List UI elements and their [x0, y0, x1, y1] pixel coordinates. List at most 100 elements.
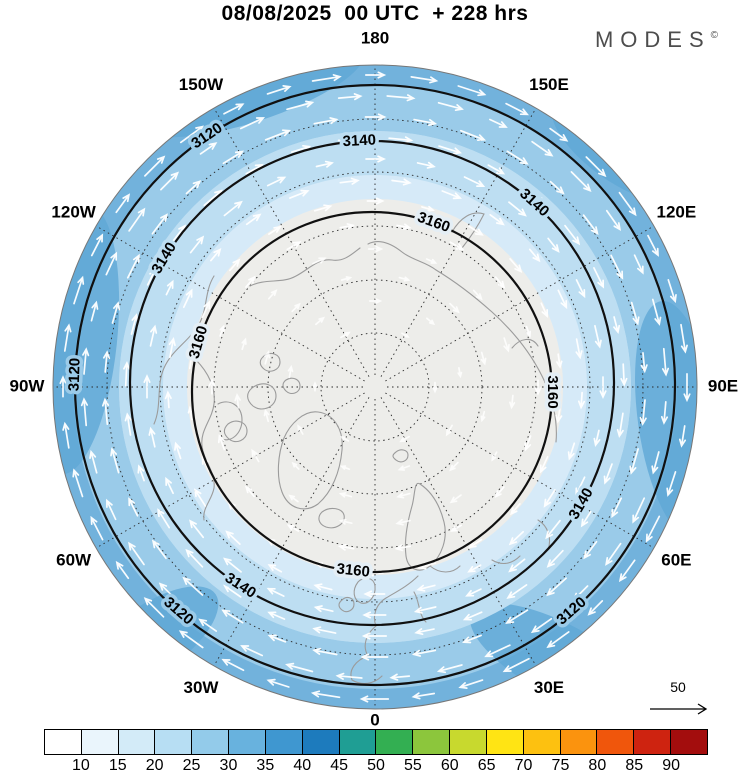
colorbar-cell [375, 730, 413, 754]
wind-arrow [605, 542, 622, 566]
wind-arrow [185, 180, 202, 195]
wind-arrow [395, 518, 411, 526]
wind-arrow [413, 606, 437, 614]
wind-arrow [438, 145, 463, 155]
longitude-label: 0 [370, 710, 379, 729]
modes-logo-text: MODES [594, 27, 711, 52]
wind-arrow [157, 508, 171, 529]
map-boundary [52, 64, 698, 710]
wind-arrow [63, 323, 72, 352]
wind-arrow [572, 585, 589, 602]
wind-arrow [426, 317, 436, 326]
colorbar-cell [228, 730, 265, 754]
colorbar-cell [596, 730, 634, 754]
wind-arrow [502, 657, 530, 673]
wind-arrow [137, 464, 145, 482]
wind-arrow [528, 248, 541, 263]
wind-arrow [264, 350, 271, 365]
colorbar-tick-label: 65 [477, 757, 496, 774]
colorbar-tick-label: 25 [182, 757, 201, 774]
wind-arrow [340, 331, 351, 339]
colorbar-tick-label: 50 [367, 757, 385, 774]
wind-arrow [645, 515, 661, 543]
wind-arrow [339, 223, 355, 230]
wind-arrow [494, 276, 506, 289]
wind-arrow [268, 225, 282, 235]
wind-arrow [534, 379, 542, 396]
wind-arrow [245, 213, 262, 226]
wind-arrow [89, 449, 98, 474]
wind-arrow [361, 632, 388, 640]
coastline [282, 377, 301, 395]
wind-arrow [364, 113, 387, 121]
wind-arrow [388, 136, 414, 144]
wind-arrow [396, 223, 412, 230]
wind-arrow [449, 241, 465, 251]
coastline [367, 241, 437, 271]
wind-arrow [165, 279, 174, 296]
wind-arrow [263, 408, 270, 423]
contour-label: 3160 [544, 375, 561, 408]
wind-arrow [210, 247, 222, 262]
longitude-label: 60E [661, 550, 691, 569]
wind-arrow [605, 209, 622, 232]
wind-arrow [110, 447, 120, 474]
wind-arrow [546, 549, 564, 568]
wind-arrow [201, 300, 211, 319]
wind-arrow [337, 543, 355, 551]
wind-arrow [678, 425, 687, 448]
coastline [353, 577, 376, 604]
wind-arrow [468, 538, 483, 549]
wind-arrow [411, 692, 436, 700]
wind-arrow [337, 93, 363, 101]
wind-arrow [267, 611, 286, 620]
wind-arrow [149, 324, 158, 347]
wind-arrow [130, 313, 139, 335]
contour-label: 3120 [66, 358, 84, 392]
wind-arrow [222, 150, 245, 165]
wind-arrow [556, 353, 563, 369]
wind-arrow [549, 127, 569, 142]
wind-arrow [680, 323, 688, 354]
wind-arrow [396, 492, 411, 499]
wind-arrow [148, 426, 156, 448]
wind-arrow [458, 679, 484, 689]
coastline [350, 625, 383, 685]
wind-arrow [555, 404, 563, 424]
wind-arrow [219, 324, 225, 337]
wind-arrow [494, 486, 505, 498]
wind-arrow [414, 628, 435, 636]
wind-arrow [564, 224, 581, 246]
wind-arrow [667, 279, 677, 304]
wind-arrow [480, 351, 487, 366]
wind-arrow [366, 197, 385, 205]
wind-arrow [613, 316, 621, 335]
wind-arrow [267, 289, 278, 300]
wind-arrow [315, 160, 334, 168]
wind-arrow [505, 102, 529, 116]
wind-arrow [462, 634, 482, 644]
wind-arrow [174, 441, 182, 460]
wind-arrow [199, 142, 218, 155]
coastlines-layer [153, 212, 557, 685]
wind-arrow [465, 588, 482, 597]
wind-arrow [610, 254, 624, 280]
colorbar-tick-label: 10 [71, 757, 90, 774]
wind-arrow [594, 324, 602, 349]
wind-arrow [666, 471, 677, 497]
wind-arrow [549, 180, 565, 195]
wind-arrow [198, 618, 218, 632]
wind-arrow [525, 325, 532, 338]
wind-arrow [570, 171, 592, 193]
colorbar-tick-label: 85 [625, 757, 644, 774]
longitude-label: 30E [534, 678, 564, 697]
wind-arrow [80, 397, 89, 427]
wind-arrow [105, 251, 118, 276]
wind-arrow [575, 279, 586, 299]
longitude-label: 120W [51, 202, 96, 221]
colorbar-tick-label: 55 [403, 757, 422, 774]
wind-arrow [640, 352, 648, 374]
wind-arrow [102, 350, 111, 373]
longitude-label: 150W [179, 75, 224, 94]
wind-arrow [229, 258, 241, 272]
